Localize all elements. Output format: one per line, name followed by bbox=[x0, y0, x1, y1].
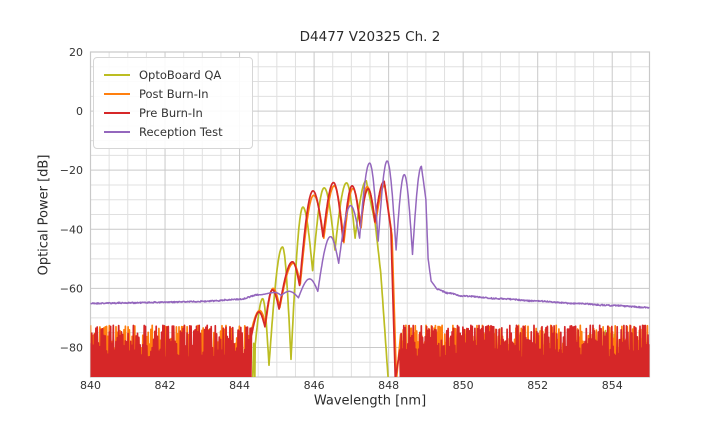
svg-text:−60: −60 bbox=[60, 282, 83, 295]
svg-text:846: 846 bbox=[304, 379, 325, 392]
svg-text:−40: −40 bbox=[60, 223, 83, 236]
legend-item-reception-test: Reception Test bbox=[104, 123, 242, 141]
svg-text:840: 840 bbox=[80, 379, 101, 392]
svg-text:844: 844 bbox=[229, 379, 250, 392]
legend-label: Post Burn-In bbox=[139, 87, 209, 101]
svg-text:−80: −80 bbox=[60, 341, 83, 354]
svg-text:848: 848 bbox=[378, 379, 399, 392]
legend-label: Reception Test bbox=[139, 125, 223, 139]
y-axis-label: Optical Power [dB] bbox=[36, 154, 52, 276]
legend-line-swatch-icon bbox=[104, 93, 130, 95]
svg-text:842: 842 bbox=[155, 379, 176, 392]
legend-label: Pre Burn-In bbox=[139, 106, 203, 120]
svg-text:854: 854 bbox=[602, 379, 623, 392]
svg-text:850: 850 bbox=[453, 379, 474, 392]
x-axis-label: Wavelength [nm] bbox=[313, 393, 427, 409]
legend-item-pre-burn-in: Pre Burn-In bbox=[104, 104, 242, 122]
svg-text:0: 0 bbox=[76, 105, 83, 118]
legend-item-post-burn-in: Post Burn-In bbox=[104, 85, 242, 103]
chart-title: D4477 V20325 Ch. 2 bbox=[299, 29, 441, 45]
svg-text:852: 852 bbox=[527, 379, 548, 392]
legend-item-optoboard-qa: OptoBoard QA bbox=[104, 66, 242, 84]
svg-text:−20: −20 bbox=[60, 164, 83, 177]
legend-line-swatch-icon bbox=[104, 131, 130, 133]
legend-line-swatch-icon bbox=[104, 112, 130, 114]
legend: OptoBoard QA Post Burn-In Pre Burn-In Re… bbox=[93, 57, 253, 149]
legend-label: OptoBoard QA bbox=[139, 68, 222, 82]
legend-line-swatch-icon bbox=[104, 74, 130, 76]
svg-text:20: 20 bbox=[69, 46, 83, 59]
